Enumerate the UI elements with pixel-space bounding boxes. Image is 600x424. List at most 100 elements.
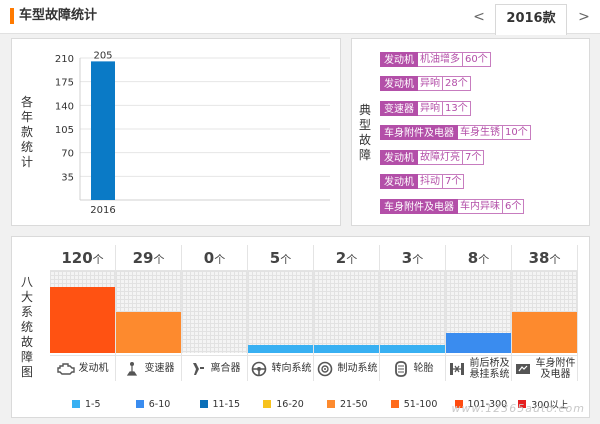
legend-swatch	[390, 400, 399, 408]
y-tick-label: 140	[55, 101, 74, 112]
legend-item: 6-10	[135, 397, 200, 411]
typical-fault-item[interactable]: 发动机 抖动 7个	[380, 174, 465, 190]
yearly-count-chart: 35 70 105 140 175 210 205 2016	[55, 50, 330, 216]
fault-count: 7个	[463, 149, 485, 165]
vertical-label-char: 大	[20, 290, 33, 304]
vertical-label-char: 障	[20, 350, 33, 364]
system-name: 轮胎	[413, 363, 434, 374]
y-tick-label: 210	[55, 54, 74, 65]
system-bar-area	[50, 271, 115, 353]
system-count-value: 5	[269, 249, 281, 267]
system-label: 轮胎	[380, 355, 445, 381]
vertical-label-char: 障	[358, 148, 371, 162]
vertical-label-char: 计	[20, 155, 33, 169]
system-label: 前后桥及 悬挂系统	[446, 355, 511, 381]
system-fault-count: 38个	[512, 245, 577, 271]
system-column[interactable]: 29个 变速器	[116, 245, 182, 381]
next-year-button[interactable]: >	[578, 9, 590, 25]
system-name: 制动系统	[337, 363, 378, 374]
fault-count: 13个	[443, 100, 471, 116]
system-column[interactable]: 0个 离合器	[182, 245, 248, 381]
fault-category-tag: 发动机	[380, 51, 418, 67]
system-name: 转向系统	[271, 363, 312, 374]
yearly-count-panel: 各年款统计 35 70 105 140 175 210 205 2016	[11, 38, 341, 226]
legend-item: 21-50	[327, 397, 391, 411]
fault-category-tag: 车身附件及电器	[380, 125, 458, 140]
system-name-line: 悬挂系统	[469, 368, 510, 380]
system-column[interactable]: 5个转向系统	[248, 245, 314, 381]
system-column[interactable]: 120个发动机	[50, 245, 116, 381]
fault-count: 6个	[503, 198, 525, 214]
vertical-label-char: 典	[358, 103, 371, 117]
system-column[interactable]: 3个轮胎	[380, 245, 446, 381]
system-count-unit: 个	[549, 253, 561, 266]
system-count-unit: 个	[346, 253, 358, 266]
year-tab-2016[interactable]: 2016款	[495, 4, 567, 35]
system-level-bar	[248, 344, 313, 353]
prev-year-button[interactable]: <	[473, 9, 485, 25]
typical-fault-item[interactable]: 车身附件及电器 车内异味 6个	[380, 198, 525, 214]
system-bar-area	[380, 271, 445, 353]
vertical-label-char: 各	[20, 95, 33, 109]
legend-label: 101-300	[467, 398, 508, 410]
fault-category-tag: 车身附件及电器	[380, 198, 458, 214]
fault-category-tag: 发动机	[380, 76, 418, 91]
system-count-unit: 个	[412, 253, 424, 266]
system-bar-area	[314, 271, 379, 353]
system-level-bar	[512, 312, 577, 353]
system-count-value: 38	[528, 249, 550, 267]
typical-fault-item[interactable]: 发动机 异响 28个	[380, 76, 471, 92]
system-count-value: 3	[401, 249, 413, 267]
typical-fault-item[interactable]: 变速器 异响 13个	[380, 100, 471, 116]
system-bar-area	[116, 271, 181, 353]
system-name: 发动机	[78, 363, 109, 374]
typical-fault-item[interactable]: 发动机 机油增多 60个	[380, 51, 491, 67]
vertical-label-char: 八	[20, 275, 33, 289]
fault-count: 60个	[463, 51, 491, 67]
system-name-line: 前后桥及	[469, 357, 510, 369]
x-tick-label: 2016	[90, 205, 115, 216]
y-tick-label: 105	[55, 125, 74, 136]
vertical-label-char: 型	[358, 118, 371, 132]
y-tick-label: 70	[61, 149, 74, 160]
legend-label: 21-50	[340, 398, 368, 410]
legend-swatch	[327, 400, 335, 408]
system-count-value: 29	[132, 249, 154, 267]
system-bar-area	[248, 271, 313, 353]
system-label: 发动机	[50, 355, 115, 381]
y-tick-label: 175	[55, 78, 74, 89]
legend-label: 6-10	[148, 398, 171, 410]
typical-fault-item[interactable]: 发动机 故障灯亮 7个	[380, 149, 485, 165]
yearly-count-vertical-label: 各年款统计	[20, 95, 34, 170]
system-level-bar	[116, 312, 181, 353]
fault-description: 机油增多	[418, 51, 463, 67]
fault-description: 故障灯亮	[418, 149, 463, 165]
steering-wheel-icon	[250, 361, 268, 377]
system-count-value: 120	[61, 249, 93, 267]
vertical-label-char: 系	[20, 305, 33, 319]
severity-legend: 1-5 6-10 11-15 16-20 21-50 51-100 101-300 300以上	[72, 397, 582, 411]
system-fault-count: 5个	[248, 245, 313, 271]
system-column[interactable]: 8个 前后桥及 悬挂系统	[446, 245, 512, 381]
system-fault-count: 0个	[182, 245, 247, 271]
system-column[interactable]: 38个车身附件 及电器	[512, 245, 578, 381]
legend-swatch	[135, 400, 144, 408]
y-tick-label: 35	[61, 172, 74, 183]
system-fault-count: 29个	[116, 245, 181, 271]
header: 车型故障统计 < 2016款 >	[0, 0, 600, 35]
legend-label: 16-20	[276, 398, 304, 410]
system-column[interactable]: 2个 制动系统	[314, 245, 380, 381]
legend-swatch	[72, 400, 80, 408]
system-bar-area	[512, 271, 577, 353]
vertical-label-char: 故	[358, 133, 371, 147]
fault-count: 7个	[443, 174, 465, 189]
fault-description: 抖动	[418, 174, 443, 189]
system-fault-count: 120个	[50, 245, 115, 271]
system-name: 车身附件 及电器	[536, 358, 576, 380]
system-level-bar	[446, 333, 511, 353]
legend-swatch	[199, 400, 208, 408]
system-name: 前后桥及 悬挂系统	[470, 358, 510, 380]
legend-label: 300以上	[531, 400, 569, 411]
typical-fault-item[interactable]: 车身附件及电器 车身生锈 10个	[380, 125, 531, 141]
legend-label: 1-5	[85, 398, 101, 410]
